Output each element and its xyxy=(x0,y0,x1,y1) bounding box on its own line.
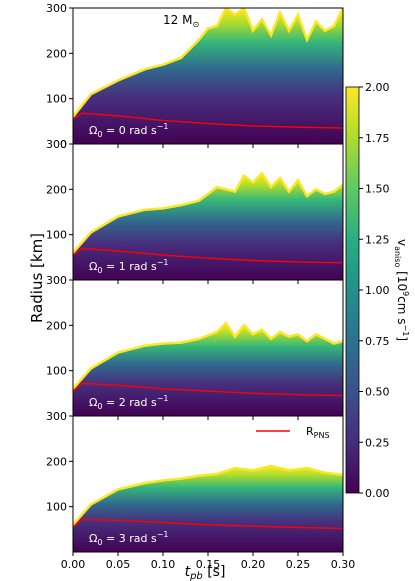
panel-label-3: Ω0 = 3 rad s−1 xyxy=(89,530,168,547)
colorbar-tick-label-5: 1.25 xyxy=(365,233,390,246)
panel-label-part-3-2: = 3 rad s xyxy=(103,532,157,545)
colorbar-label-unit-exp: 9 xyxy=(401,291,410,296)
y-tick-label-0-2: 200 xyxy=(46,47,67,60)
colorbar-label-unit-exp2: −1 xyxy=(401,325,410,337)
panel-label-part-2-0: Ω xyxy=(89,396,97,409)
x-tick-label-4: 0.20 xyxy=(241,558,266,571)
x-tick-label-6: 0.30 xyxy=(331,558,356,571)
y-tick-label-0-0: 0 xyxy=(60,138,67,151)
x-axis-label-unit: [s] xyxy=(203,564,226,580)
mass-label-main: 12 M xyxy=(163,13,192,27)
pns-line-1 xyxy=(73,247,343,264)
panel-2: 100 200 300 Ω0 = 2 rad s−1 xyxy=(46,274,344,420)
panel-field-group-0 xyxy=(73,8,343,144)
y-tick-label-2-1: 100 xyxy=(46,365,67,378)
pns-line-0 xyxy=(73,112,343,129)
colorbar-label-unit-close: ] xyxy=(395,336,409,341)
mass-label: 12 M⊙ xyxy=(163,13,199,29)
colorbar-label-main: v xyxy=(395,239,409,246)
shock-front-1 xyxy=(73,171,343,254)
x-axis-label: tpb [s] xyxy=(185,564,226,581)
panel-field-group-2 xyxy=(73,321,343,416)
panel-label-part-3-3: −1 xyxy=(157,530,169,539)
mass-label-sun: ⊙ xyxy=(192,20,199,29)
y-tick-label-3-1: 100 xyxy=(46,501,67,514)
shocked-region-3 xyxy=(73,465,343,552)
legend-label-sub: PNS xyxy=(314,431,330,440)
panel-label-part-0-3: −1 xyxy=(157,122,169,131)
panel-label-part-1-1: 0 xyxy=(97,266,102,275)
y-tick-label-1-1: 100 xyxy=(46,229,67,242)
legend: RPNS xyxy=(256,425,330,440)
x-axis-label-main: t xyxy=(185,564,191,580)
x-tick-label-3: 0.15 xyxy=(196,558,221,571)
colorbar-tick-label-0: 0.00 xyxy=(365,487,390,500)
x-axis-label-sub: pb xyxy=(189,571,203,581)
x-tick-label-5: 0.25 xyxy=(286,558,311,571)
colorbar-label: vaniso [109cm s−1] xyxy=(393,239,410,341)
colorbar-label-unit-post: cm s xyxy=(395,296,409,324)
panel-label-part-0-0: Ω xyxy=(89,124,97,137)
colorbar-strip xyxy=(345,86,360,494)
pns-line-2 xyxy=(73,382,343,397)
colorbar-tick-label-1: 0.25 xyxy=(365,436,390,449)
x-tick-label-1: 0.05 xyxy=(106,558,131,571)
panel-label-part-2-1: 0 xyxy=(97,402,102,411)
shock-front-3 xyxy=(73,464,343,526)
shock-front-0 xyxy=(73,8,343,118)
panel-label-2: Ω0 = 2 rad s−1 xyxy=(89,394,168,411)
shock-front-2 xyxy=(73,321,343,390)
panel-label-1: Ω0 = 1 rad s−1 xyxy=(89,258,168,275)
colorbar-label-unit-pre: [10 xyxy=(395,267,409,291)
colorbar: 0.00 0.25 0.50 0.75 1.00 1.25 1.50 1.75 2.00 van… xyxy=(345,81,410,500)
pns-line-3 xyxy=(73,518,343,530)
colorbar-tick-label-4: 1.00 xyxy=(365,284,390,297)
y-tick-label-0-3: 300 xyxy=(46,2,67,15)
x-tick-label-0: 0.00 xyxy=(61,558,86,571)
y-tick-label-0-1: 100 xyxy=(46,93,67,106)
panel-label-0: Ω0 = 0 rad s−1 xyxy=(89,122,168,139)
colorbar-tick-label-8: 2.00 xyxy=(365,81,390,94)
panel-3: 100 200 300 0.00 0.05 0.10 0.15 0.20 0.25 0.30 Ω0 … xyxy=(46,410,355,571)
colorbar-tick-label-3: 0.75 xyxy=(365,335,390,348)
y-tick-label-1-3: 300 xyxy=(46,138,67,151)
shocked-region-2 xyxy=(73,323,343,416)
panel-label-part-1-0: Ω xyxy=(89,260,97,273)
y-axis-label: Radius [km] xyxy=(28,233,46,323)
panel-label-part-2-3: −1 xyxy=(157,394,169,403)
colorbar-label-sub: aniso xyxy=(393,246,402,267)
x-tick-label-2: 0.10 xyxy=(151,558,176,571)
colorbar-ticks: 0.00 0.25 0.50 0.75 1.00 1.25 1.50 1.75 2.00 xyxy=(359,81,390,500)
panel-label-part-2-2: = 2 rad s xyxy=(103,396,157,409)
panel-field-group-1 xyxy=(73,171,343,280)
colorbar-tick-label-2: 0.50 xyxy=(365,386,390,399)
legend-label-main: R xyxy=(306,425,314,438)
colorbar-tick-label-6: 1.50 xyxy=(365,183,390,196)
panel-label-part-1-2: = 1 rad s xyxy=(103,260,157,273)
y-tick-label-1-2: 200 xyxy=(46,183,67,196)
panel-label-part-3-0: Ω xyxy=(89,532,97,545)
colorbar-tick-label-7: 1.75 xyxy=(365,132,390,145)
panel-label-part-0-1: 0 xyxy=(97,130,102,139)
panel-field-group-3 xyxy=(73,464,343,552)
y-tick-label-3-3: 300 xyxy=(46,410,67,423)
y-tick-label-3-2: 200 xyxy=(46,455,67,468)
panel-label-part-1-3: −1 xyxy=(157,258,169,267)
legend-label: RPNS xyxy=(306,425,330,440)
y-tick-label-2-2: 200 xyxy=(46,319,67,332)
panel-label-part-0-2: = 0 rad s xyxy=(103,124,157,137)
shocked-region-0 xyxy=(73,8,343,144)
y-tick-label-2-3: 300 xyxy=(46,274,67,287)
panel-label-part-3-1: 0 xyxy=(97,538,102,547)
